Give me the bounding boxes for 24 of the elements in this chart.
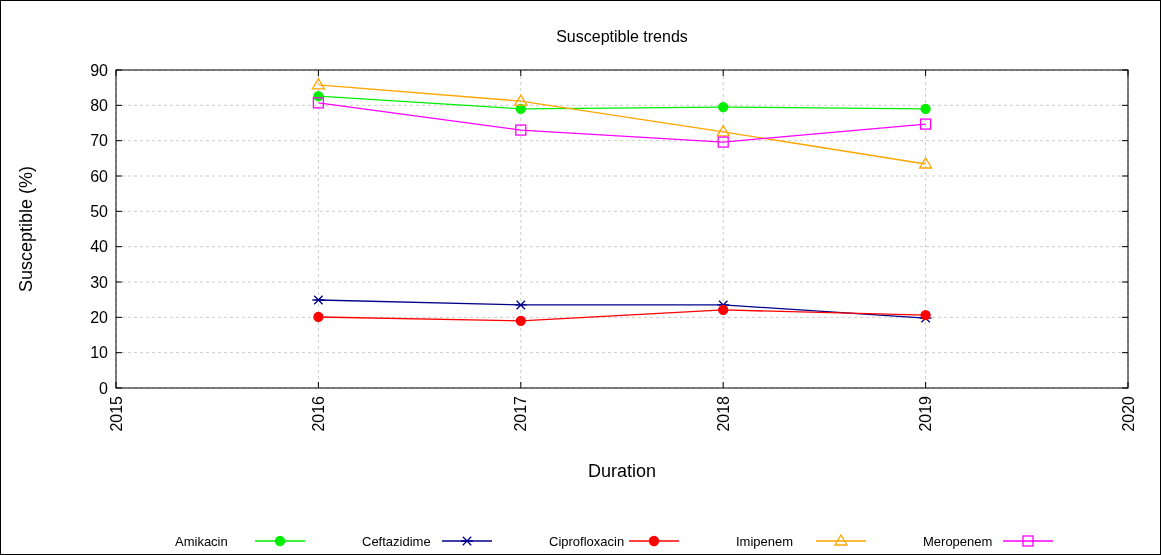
y-axis-title: Susceptible (%) — [16, 165, 36, 293]
x-tick-label: 2020 — [1119, 395, 1137, 432]
x-tick-label: 2016 — [310, 395, 327, 432]
y-tick-label: 40 — [90, 238, 109, 256]
y-tick-label: 0 — [99, 379, 109, 397]
legend-label: Ceftazidime — [362, 533, 431, 549]
x-tick-label: 2018 — [714, 395, 732, 432]
legend-label: Ciprofloxacin — [549, 533, 625, 549]
y-tick-label: 30 — [90, 273, 109, 291]
x-axis-title: Duration — [587, 461, 657, 481]
legend-label: Meropenem — [923, 533, 993, 549]
y-tick-label: 60 — [90, 167, 109, 185]
y-tick-label: 20 — [90, 308, 109, 326]
x-tick-label: 2019 — [917, 395, 935, 432]
legend-label: Amikacin — [175, 533, 228, 549]
x-tick-label: 2017 — [512, 395, 530, 432]
y-tick-label: 90 — [90, 61, 109, 79]
y-tick-label: 80 — [90, 96, 109, 114]
y-tick-label: 10 — [90, 344, 109, 362]
y-tick-label: 70 — [90, 132, 109, 150]
chart-title: Susceptible trends — [556, 28, 688, 45]
x-tick-label: 2015 — [107, 395, 125, 432]
legend-label: Imipenem — [736, 533, 794, 549]
y-tick-label: 50 — [90, 202, 109, 220]
